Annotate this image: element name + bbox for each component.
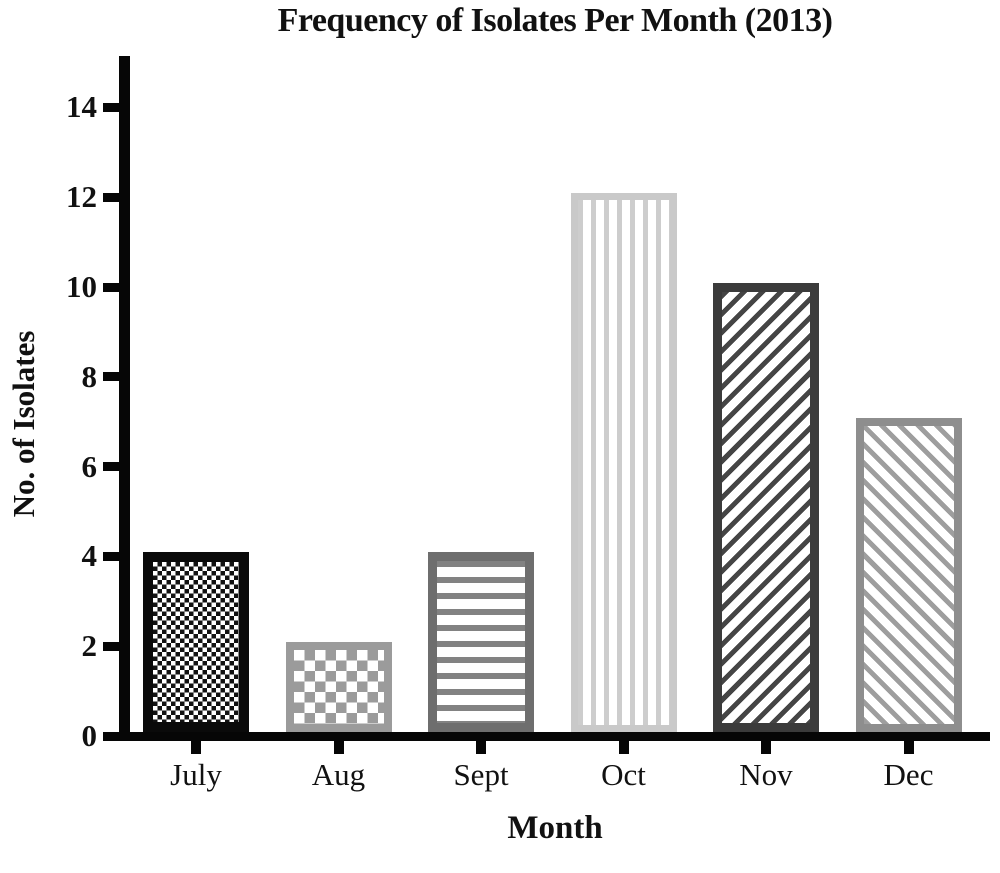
x-tick-label-aug: Aug bbox=[311, 757, 366, 792]
y-tick-10 bbox=[103, 282, 121, 292]
x-axis-line bbox=[113, 732, 990, 741]
y-tick-label-10: 10 bbox=[66, 269, 97, 304]
y-tick-label-0: 0 bbox=[81, 718, 98, 753]
y-tick-0 bbox=[103, 731, 121, 741]
x-tick-july bbox=[191, 741, 201, 754]
bar-dec bbox=[855, 417, 962, 732]
bar-july bbox=[143, 552, 249, 732]
y-tick-2 bbox=[103, 641, 121, 651]
y-tick-label-12: 12 bbox=[66, 179, 97, 215]
y-axis-line bbox=[119, 56, 130, 741]
x-tick-label-sept: Sept bbox=[453, 757, 509, 792]
x-tick-dec bbox=[903, 741, 914, 754]
x-axis-title: Month bbox=[507, 810, 603, 846]
x-tick-aug bbox=[333, 741, 344, 754]
bar-oct bbox=[570, 193, 677, 732]
y-tick-label-2: 2 bbox=[81, 628, 98, 664]
y-tick-14 bbox=[103, 102, 121, 112]
y-tick-12 bbox=[103, 192, 121, 202]
x-tick-label-july: July bbox=[170, 757, 222, 792]
y-tick-label-14: 14 bbox=[66, 89, 97, 125]
x-tick-label-dec: Dec bbox=[883, 757, 934, 792]
bar-nov bbox=[713, 283, 819, 732]
y-tick-label-8: 8 bbox=[81, 358, 98, 394]
y-axis-title-text: No. of Isolates bbox=[6, 330, 41, 518]
x-tick-sept bbox=[476, 741, 486, 754]
y-tick-label-4: 4 bbox=[81, 538, 98, 574]
chart-title: Frequency of Isolates Per Month (2013) bbox=[277, 2, 833, 39]
y-tick-4 bbox=[103, 551, 121, 561]
y-tick-8 bbox=[103, 372, 121, 382]
x-tick-label-oct: Oct bbox=[601, 757, 646, 792]
x-tick-nov bbox=[761, 741, 771, 754]
x-tick-label-nov: Nov bbox=[739, 757, 793, 792]
bar-aug bbox=[285, 642, 392, 732]
y-tick-label-6: 6 bbox=[81, 448, 98, 484]
bar-sept bbox=[428, 552, 534, 732]
x-tick-oct bbox=[618, 741, 629, 754]
y-tick-6 bbox=[103, 462, 121, 472]
